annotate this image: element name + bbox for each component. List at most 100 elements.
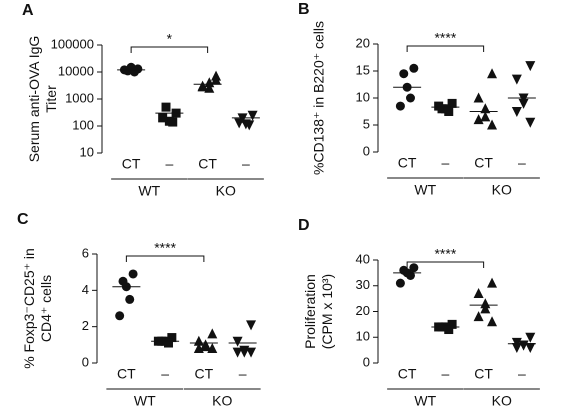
data-point <box>444 325 454 335</box>
data-point <box>232 347 243 358</box>
x-tick-label: – <box>165 156 173 172</box>
data-point <box>525 61 536 72</box>
data-point <box>168 117 178 127</box>
panel-label: B <box>298 1 310 18</box>
data-point <box>518 340 529 351</box>
data-point <box>480 303 491 314</box>
data-point <box>115 311 125 321</box>
data-point <box>409 263 419 273</box>
y-tick-label: 100000 <box>51 36 94 51</box>
data-point <box>405 270 415 280</box>
x-tick-label: – <box>242 156 250 172</box>
data-point <box>473 287 484 298</box>
group-label: WT <box>134 393 156 409</box>
x-tick-label: – <box>518 366 526 382</box>
y-axis-label: CD4⁺ cells <box>38 275 54 342</box>
y-axis-label: Proliferation <box>302 274 318 349</box>
group-label: WT <box>414 182 436 198</box>
y-tick-label: 100 <box>72 117 94 132</box>
y-tick-label: 10 <box>80 144 94 159</box>
data-point <box>511 337 522 348</box>
y-tick-label: 2 <box>82 318 89 333</box>
data-point <box>207 328 218 339</box>
data-point <box>395 278 405 288</box>
y-tick-label: 40 <box>356 251 370 266</box>
significance-label: **** <box>154 240 176 256</box>
y-tick-label: 10000 <box>58 63 94 78</box>
data-point <box>405 93 415 103</box>
data-point <box>473 311 484 322</box>
y-tick-label: 20 <box>356 303 370 318</box>
data-point <box>473 92 484 103</box>
significance-bracket <box>125 255 205 262</box>
data-point <box>246 320 257 331</box>
y-tick-label: 20 <box>356 35 370 50</box>
x-tick-label: CT <box>398 155 417 171</box>
group-label: KO <box>212 393 232 409</box>
y-axis-label: Titer <box>43 85 59 113</box>
data-point <box>525 332 536 343</box>
data-point <box>511 107 522 117</box>
x-tick-label: CT <box>198 156 217 172</box>
x-tick-label: CT <box>117 366 136 382</box>
significance-bracket <box>406 45 485 52</box>
y-tick-label: 0 <box>82 354 89 369</box>
group-label: KO <box>216 183 236 199</box>
data-point <box>444 107 454 116</box>
data-point <box>525 343 536 354</box>
data-point <box>247 110 258 121</box>
x-tick-label: CT <box>474 155 493 171</box>
y-tick-label: 4 <box>82 282 89 297</box>
data-point <box>399 69 409 79</box>
data-point <box>239 347 250 358</box>
group-label: KO <box>492 182 512 198</box>
x-tick-label: CT <box>398 366 417 382</box>
data-point <box>246 347 257 358</box>
x-tick-label: CT <box>122 156 141 172</box>
data-point <box>525 117 536 128</box>
data-point <box>193 342 204 353</box>
data-point <box>244 120 255 131</box>
x-tick-label: CT <box>195 366 214 382</box>
y-axis-label: Serum anti-OVA IgG <box>26 36 42 163</box>
data-point <box>163 338 173 348</box>
significance-label: **** <box>434 246 456 262</box>
data-point <box>487 277 498 288</box>
group-label: WT <box>138 183 160 199</box>
group-label: KO <box>492 393 512 409</box>
significance-label: * <box>167 31 173 47</box>
data-point <box>211 74 222 85</box>
significance-bracket <box>130 46 209 53</box>
y-tick-label: 5 <box>363 116 370 131</box>
y-axis-label: % Foxp3⁻CD25⁺ in <box>21 248 37 369</box>
data-point <box>161 102 171 112</box>
data-point <box>434 101 444 111</box>
data-point <box>487 68 498 79</box>
x-tick-label: – <box>441 155 449 171</box>
data-point <box>487 119 498 130</box>
data-point <box>480 298 491 309</box>
data-point <box>518 98 529 109</box>
data-point <box>409 63 419 73</box>
panel-label: C <box>17 211 29 228</box>
y-tick-label: 15 <box>356 62 370 77</box>
significance-label: **** <box>434 30 456 46</box>
data-point <box>480 111 491 122</box>
x-tick-label: – <box>161 366 169 382</box>
data-point <box>200 341 211 352</box>
y-tick-label: 6 <box>82 245 89 260</box>
x-tick-label: CT <box>474 366 493 382</box>
data-point <box>125 294 135 304</box>
data-point <box>487 316 498 327</box>
data-point <box>158 113 168 123</box>
data-point <box>232 336 243 347</box>
y-tick-label: 10 <box>356 89 370 104</box>
data-point <box>197 81 208 92</box>
data-point <box>234 118 245 129</box>
y-tick-label: 0 <box>363 354 370 369</box>
x-tick-label: – <box>518 155 526 171</box>
data-point <box>395 101 405 111</box>
data-point <box>207 342 218 353</box>
panel-label: A <box>22 2 34 19</box>
significance-bracket <box>406 261 485 268</box>
